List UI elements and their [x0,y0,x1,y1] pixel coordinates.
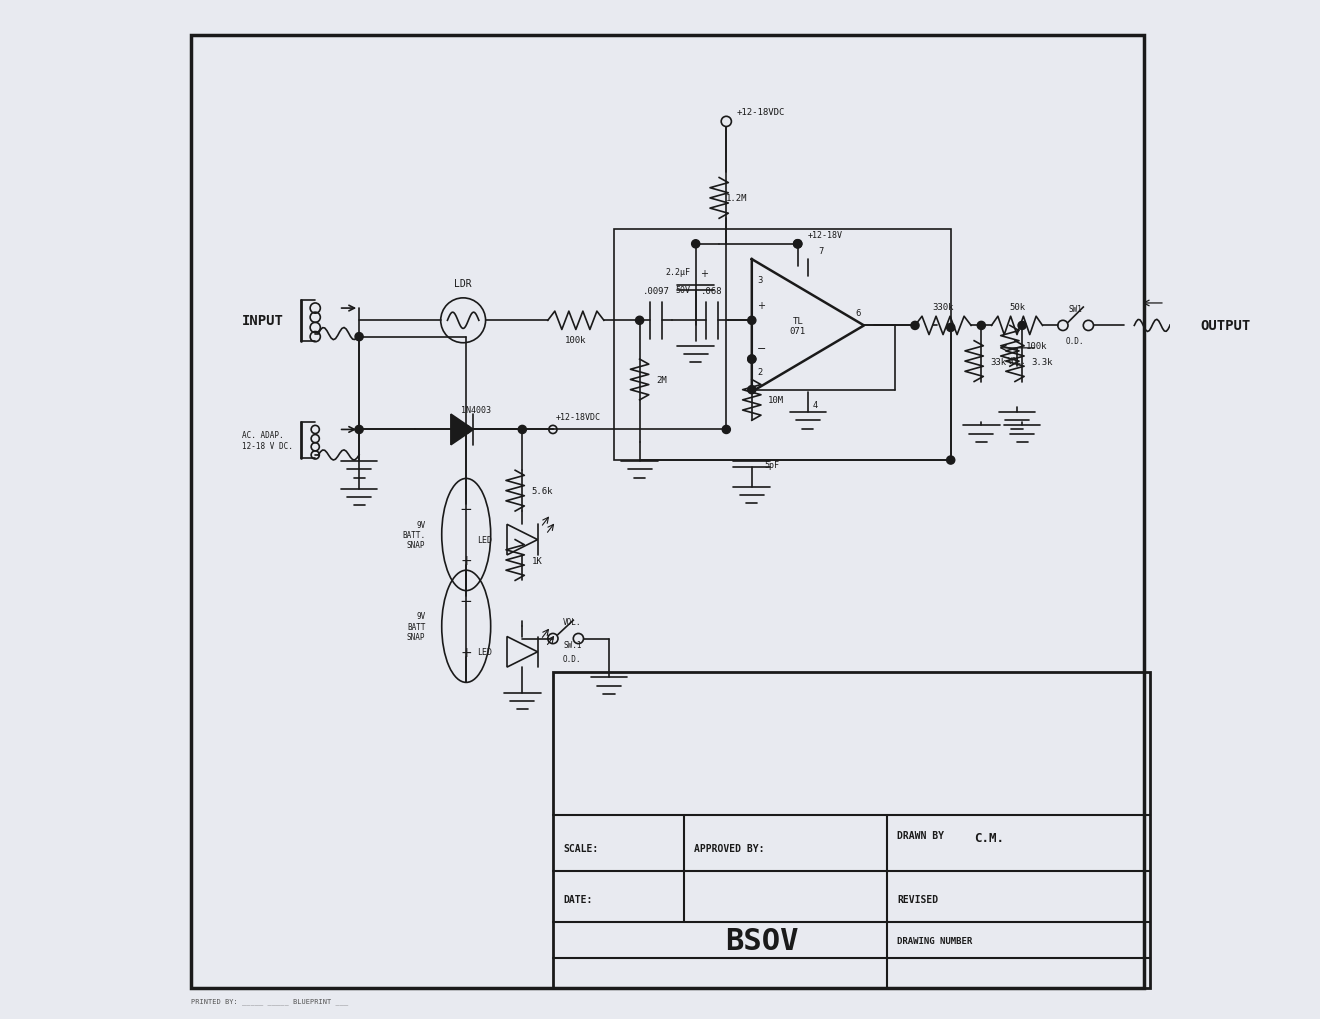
Circle shape [355,333,363,341]
Text: +12-18VDC: +12-18VDC [556,413,601,422]
Circle shape [747,317,756,325]
Text: 1K: 1K [532,556,543,565]
Circle shape [462,426,470,434]
Text: 33k: 33k [990,358,1007,366]
Text: −: − [459,502,473,517]
Text: INPUT: INPUT [242,314,284,328]
Text: +: + [700,269,708,279]
Text: TL
071: TL 071 [789,316,805,336]
Text: 7: 7 [818,247,824,256]
Text: O.D.: O.D. [1065,336,1085,345]
Text: REVISED: REVISED [898,894,939,904]
Text: 100k: 100k [1026,342,1048,351]
Text: +: + [756,301,764,311]
Text: 1N4003: 1N4003 [461,406,491,415]
Circle shape [635,317,644,325]
Circle shape [1018,322,1026,330]
Text: +12-18V: +12-18V [808,230,843,239]
Text: 4: 4 [813,400,818,410]
Text: 2.2μF: 2.2μF [665,268,690,277]
Text: LED: LED [477,648,491,656]
Text: DRAWING NUMBER: DRAWING NUMBER [898,936,973,945]
Text: 3.3k: 3.3k [1031,358,1053,366]
Polygon shape [451,415,474,445]
Text: C.M.: C.M. [974,832,1003,844]
Text: BSOV: BSOV [725,926,799,955]
Text: 1.2M: 1.2M [726,195,748,203]
Text: .0097: .0097 [643,286,669,296]
Text: SW.1: SW.1 [564,641,582,649]
Text: .068: .068 [701,286,723,296]
Text: +: + [461,553,473,568]
Text: AC. ADAP.
12-18 V DC.: AC. ADAP. 12-18 V DC. [242,431,293,450]
Text: 3: 3 [756,275,762,284]
Circle shape [747,356,756,364]
Text: VOL.: VOL. [564,618,582,626]
Text: −: − [459,594,473,608]
Text: LDR: LDR [454,278,473,288]
Text: OUTPUT: OUTPUT [1201,319,1251,333]
Text: SCALE:: SCALE: [564,843,598,853]
Text: 9V
BATT.
SNAP: 9V BATT. SNAP [403,520,425,550]
Bar [553,673,1150,988]
Text: +12-18VDC: +12-18VDC [737,108,785,117]
Circle shape [946,457,954,465]
Circle shape [977,322,985,330]
Text: 9V
BATT
SNAP: 9V BATT SNAP [407,611,425,642]
Circle shape [355,426,363,434]
Text: 50V: 50V [676,285,690,294]
Text: 100k: 100k [565,335,586,344]
Text: DRAWN BY: DRAWN BY [898,830,944,841]
Circle shape [911,322,919,330]
Text: 6: 6 [855,309,861,318]
Text: O.D.: O.D. [564,655,582,663]
Text: 50k: 50k [1008,303,1026,312]
Text: DATE:: DATE: [564,894,593,904]
Text: 330k: 330k [932,303,954,312]
Text: APPROVED BY:: APPROVED BY: [694,843,764,853]
Text: 5pF: 5pF [764,461,779,469]
Text: −: − [756,343,767,354]
Circle shape [519,426,527,434]
Text: 10M: 10M [768,396,784,405]
Text: +: + [461,645,473,659]
Circle shape [747,386,756,394]
Text: VOL.: VOL. [1007,357,1026,366]
Circle shape [692,240,700,249]
Text: 2: 2 [756,368,762,377]
Text: 5.6k: 5.6k [532,487,553,495]
Circle shape [946,324,954,332]
Circle shape [722,426,730,434]
Circle shape [747,356,756,364]
Text: LED: LED [477,536,491,544]
Text: SW1: SW1 [1068,305,1082,314]
Text: PRINTED BY: _____ _____ BLUEPRINT ___: PRINTED BY: _____ _____ BLUEPRINT ___ [191,998,348,1004]
Circle shape [793,240,801,249]
Bar [614,229,950,461]
Text: 2M: 2M [656,376,667,384]
